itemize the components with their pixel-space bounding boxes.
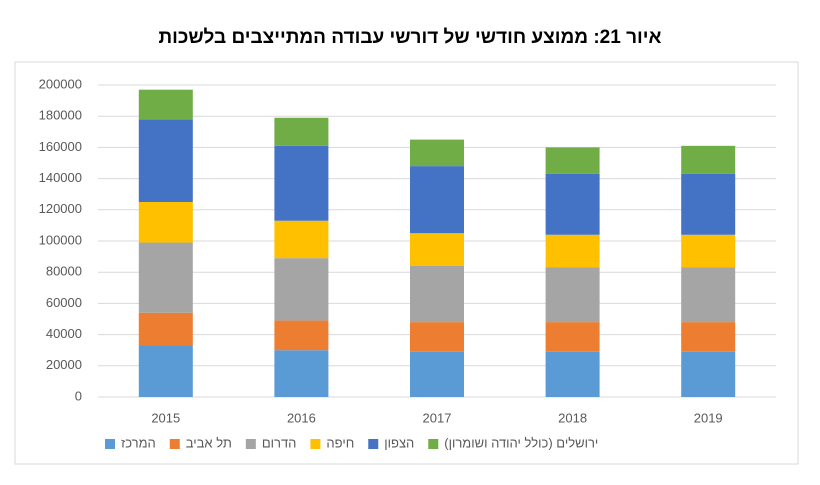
bar-segment	[274, 258, 329, 321]
bar-segment	[410, 139, 464, 167]
x-tick-label: 2016	[287, 410, 316, 425]
y-tick-label: 180000	[39, 108, 82, 123]
legend-swatch	[428, 439, 439, 449]
x-tick-label: 2019	[694, 410, 723, 425]
bar-segment	[138, 312, 193, 346]
legend-label: הדרום	[262, 435, 297, 450]
y-tick-label: 40000	[46, 326, 82, 341]
chart-title: איור 21: ממוצע חודשי של דורשי עבודה המתי…	[159, 27, 662, 48]
bar-segment	[545, 267, 600, 323]
legend-swatch	[105, 439, 115, 449]
y-tick-label: 200000	[39, 76, 82, 91]
bar-segment	[681, 267, 736, 323]
bar-segment	[681, 173, 736, 235]
bar-segment	[545, 351, 600, 397]
x-tick-label: 2017	[423, 410, 452, 425]
bar-segment	[410, 351, 464, 397]
bar-segment	[274, 145, 329, 221]
y-tick-label: 0	[75, 388, 82, 403]
legend-swatch	[368, 439, 379, 449]
y-tick-label: 20000	[46, 357, 82, 372]
bar-segment	[274, 320, 329, 351]
legend-swatch	[245, 439, 256, 449]
y-tick-label: 80000	[46, 264, 82, 279]
bar-segment	[138, 119, 193, 202]
y-tick-label: 60000	[46, 295, 82, 310]
bar-segment	[681, 234, 736, 268]
bar-segment	[681, 322, 736, 352]
x-tick-label: 2015	[151, 410, 180, 425]
bar-segment	[274, 117, 329, 146]
bar-segment	[274, 220, 329, 259]
bar-segment	[274, 350, 329, 397]
bar-segment	[410, 166, 464, 234]
bar-segment	[138, 89, 193, 120]
x-tick-label: 2018	[558, 410, 587, 425]
legend-label: המרכז	[121, 435, 156, 450]
legend-label: ירושלים (כולל יהודה ושומרון)	[444, 435, 598, 450]
bar-segment	[545, 173, 600, 235]
bar-segment	[545, 234, 600, 268]
chart-frame	[14, 61, 799, 465]
y-tick-label: 140000	[39, 170, 82, 185]
bar-segment	[545, 322, 600, 352]
bar-segment	[410, 233, 464, 266]
y-tick-label: 160000	[39, 139, 82, 154]
legend-swatch	[169, 439, 180, 449]
bar-segment	[545, 147, 600, 174]
legend-label: חיפה	[326, 435, 354, 450]
legend-label: הצפון	[384, 435, 414, 450]
bar-segment	[681, 351, 736, 397]
y-tick-label: 120000	[39, 201, 82, 216]
legend-swatch	[310, 439, 321, 449]
bar-segment	[138, 242, 193, 313]
legend-label: תל אביב	[186, 435, 232, 450]
bar-segment	[410, 265, 464, 323]
y-tick-label: 100000	[39, 232, 82, 247]
bar-segment	[138, 345, 193, 397]
bar-segment	[410, 322, 464, 352]
bar-segment	[681, 145, 736, 174]
bar-segment	[138, 202, 193, 243]
